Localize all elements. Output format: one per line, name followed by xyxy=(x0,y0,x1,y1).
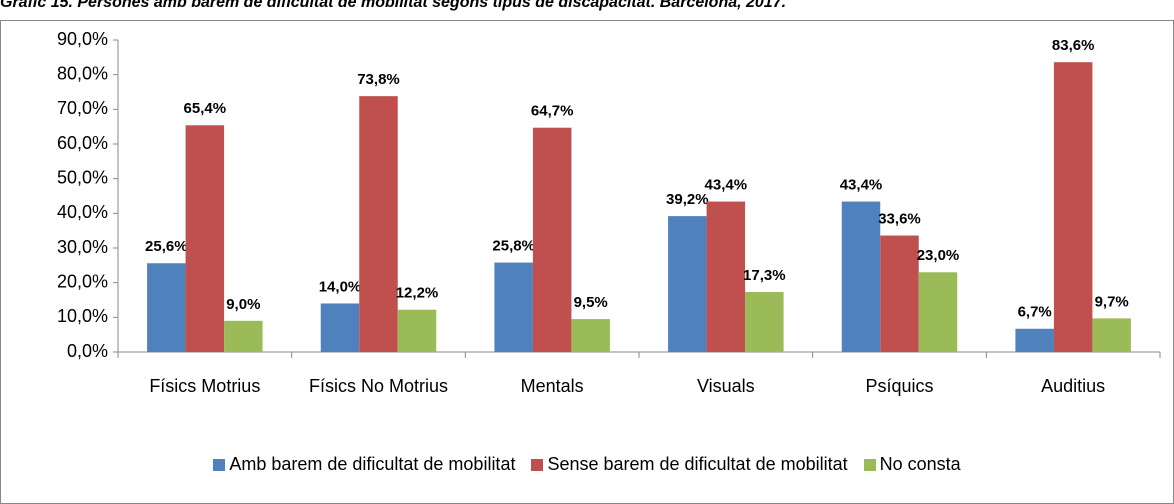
y-tick-label: 0,0% xyxy=(67,341,108,361)
y-tick-label: 30,0% xyxy=(57,237,108,257)
x-tick-label: Mentals xyxy=(520,376,584,396)
bar xyxy=(397,309,437,352)
data-label: 65,4% xyxy=(184,100,227,117)
bar xyxy=(571,319,610,352)
legend-swatch xyxy=(863,458,876,471)
bar xyxy=(745,292,784,352)
chart-border xyxy=(0,20,1174,504)
data-label: 43,4% xyxy=(705,177,748,194)
legend-label: Amb barem de dificultat de mobilitat xyxy=(229,454,516,474)
legend-label: No consta xyxy=(879,454,961,474)
x-tick-label: Físics No Motrius xyxy=(308,376,449,396)
data-label: 14,0% xyxy=(319,278,362,295)
data-label: 9,5% xyxy=(574,294,608,311)
bar xyxy=(1015,328,1054,352)
y-tick-label: 80,0% xyxy=(57,63,108,83)
y-tick-label: 70,0% xyxy=(57,98,108,118)
y-tick-label: 50,0% xyxy=(57,167,108,187)
legend-item: No consta xyxy=(863,454,961,475)
data-label: 9,7% xyxy=(1095,293,1129,310)
x-tick-label: Visuals xyxy=(696,376,755,396)
chart-title: Gràfic 15. Persones amb barem de dificul… xyxy=(0,0,787,11)
data-label: 23,0% xyxy=(917,247,960,264)
data-label: 73,8% xyxy=(357,71,400,88)
data-label: 12,2% xyxy=(396,285,439,302)
data-label: 43,4% xyxy=(840,177,883,194)
bar xyxy=(706,201,746,352)
legend-item: Sense barem de dificultat de mobilitat xyxy=(531,454,848,475)
bar xyxy=(224,320,263,352)
y-tick-label: 60,0% xyxy=(57,133,108,153)
bar xyxy=(185,125,225,352)
bar xyxy=(1092,318,1131,352)
data-label: 9,0% xyxy=(226,296,260,313)
bar xyxy=(494,262,533,352)
legend-swatch xyxy=(531,458,544,471)
y-tick-label: 20,0% xyxy=(57,271,108,291)
data-label: 17,3% xyxy=(743,267,786,284)
data-label: 6,7% xyxy=(1018,304,1052,321)
bar xyxy=(320,303,360,352)
data-label: 25,8% xyxy=(492,238,535,255)
bar xyxy=(532,127,572,352)
bar xyxy=(918,272,958,352)
data-label: 64,7% xyxy=(531,103,574,120)
bar xyxy=(841,201,881,352)
bar xyxy=(1053,62,1093,352)
bar xyxy=(880,235,919,352)
x-tick-label: Auditius xyxy=(1041,376,1106,396)
x-tick-label: Psíquics xyxy=(865,376,934,396)
x-tick-label: Físics Motrius xyxy=(149,376,261,396)
legend-item: Amb barem de dificultat de mobilitat xyxy=(213,454,515,475)
bar xyxy=(668,216,707,352)
data-label: 25,6% xyxy=(145,238,188,255)
bar xyxy=(359,96,398,352)
data-label: 39,2% xyxy=(666,191,709,208)
data-label: 33,6% xyxy=(878,210,921,227)
bar xyxy=(147,263,186,352)
y-tick-label: 90,0% xyxy=(57,29,108,49)
data-label: 83,6% xyxy=(1052,37,1095,54)
legend-label: Sense barem de dificultat de mobilitat xyxy=(547,454,848,474)
legend: Amb barem de dificultat de mobilitat Sens… xyxy=(0,454,1174,475)
legend-swatch xyxy=(213,458,226,471)
y-tick-label: 40,0% xyxy=(57,202,108,222)
y-tick-label: 10,0% xyxy=(57,306,108,326)
